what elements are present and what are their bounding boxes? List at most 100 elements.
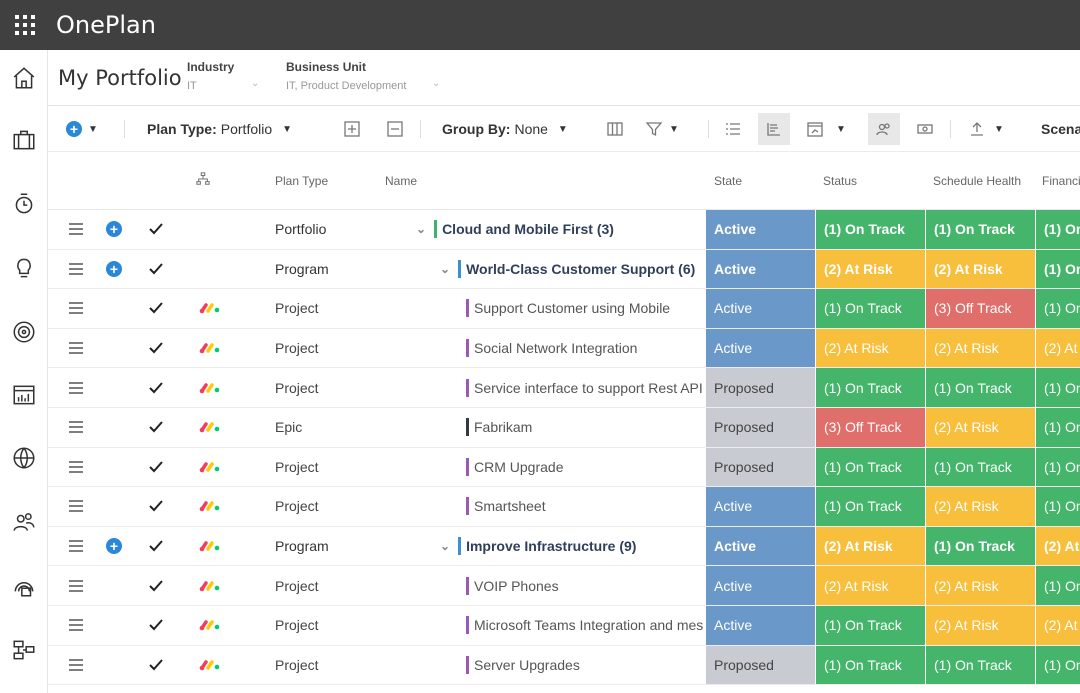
chevron-down-icon[interactable]: ⌄ <box>416 222 427 237</box>
filter-button[interactable]: ▼ <box>645 106 679 152</box>
list-view-button[interactable] <box>724 106 742 152</box>
add-child-button[interactable]: + <box>106 250 122 289</box>
name-cell[interactable]: Microsoft Teams Integration and mes <box>466 606 706 645</box>
hierarchy-icon[interactable] <box>196 172 210 189</box>
org-chart-icon[interactable] <box>0 630 48 670</box>
app-launcher-button[interactable] <box>0 0 50 50</box>
row-checkbox[interactable] <box>148 646 168 685</box>
target-icon[interactable] <box>0 312 48 352</box>
table-row[interactable]: Project Service interface to support Rest… <box>48 368 1080 408</box>
col-name[interactable]: Name <box>385 174 418 188</box>
industry-filter[interactable]: Industry IT ⌄ <box>187 60 267 92</box>
row-checkbox[interactable] <box>148 368 168 407</box>
calendar-view-button[interactable]: ▼ <box>806 106 846 152</box>
col-plan-type[interactable]: Plan Type <box>275 174 329 188</box>
row-checkbox[interactable] <box>148 527 168 566</box>
home-icon[interactable] <box>0 58 48 98</box>
col-state[interactable]: State <box>714 174 743 188</box>
name-cell[interactable]: ⌄ Cloud and Mobile First (3) <box>416 210 706 249</box>
grid-view-button[interactable] <box>758 113 790 145</box>
row-checkbox[interactable] <box>148 566 168 605</box>
table-row[interactable]: Project Support Customer using Mobile Acti… <box>48 289 1080 329</box>
plan-color-bar <box>466 378 469 397</box>
table-row[interactable]: + Program ⌄ World-Class Customer Support (6… <box>48 249 1080 290</box>
collapse-all-button[interactable] <box>386 106 404 152</box>
plus-icon: + <box>106 260 122 277</box>
name-cell[interactable]: Fabrikam <box>466 408 706 447</box>
row-menu-icon[interactable] <box>68 646 84 685</box>
row-menu-icon[interactable] <box>68 566 84 605</box>
row-menu-icon[interactable] <box>68 448 84 487</box>
row-checkbox[interactable] <box>148 210 168 249</box>
row-checkbox[interactable] <box>148 250 168 289</box>
name-cell[interactable]: Smartsheet <box>466 487 706 526</box>
row-checkbox[interactable] <box>148 448 168 487</box>
schedule-health-cell: (1) On Track <box>926 447 1035 487</box>
table-row[interactable]: Project VOIP Phones Active (2) At Risk (2) A… <box>48 566 1080 606</box>
col-schedule-health[interactable]: Schedule Health <box>933 174 1022 188</box>
name-cell[interactable]: Server Upgrades <box>466 646 706 685</box>
name-cell[interactable]: VOIP Phones <box>466 566 706 605</box>
chevron-down-icon[interactable]: ⌄ <box>440 539 451 554</box>
people-icon[interactable] <box>0 502 48 542</box>
plan-type-cell: Project <box>275 379 319 396</box>
scenario-button[interactable]: Scena <box>1041 106 1080 152</box>
industry-label: Industry <box>187 60 235 74</box>
table-row[interactable]: + Portfolio ⌄ Cloud and Mobile First (3) Act… <box>48 210 1080 250</box>
row-checkbox[interactable] <box>148 289 168 328</box>
row-checkbox[interactable] <box>148 487 168 526</box>
divider <box>950 120 951 138</box>
col-financial[interactable]: Financi <box>1042 174 1080 188</box>
name-cell[interactable]: ⌄ World-Class Customer Support (6) <box>440 250 706 289</box>
plan-type-dropdown[interactable]: Plan Type: Portfolio ▼ <box>147 106 292 152</box>
row-menu-icon[interactable] <box>68 368 84 407</box>
col-status[interactable]: Status <box>823 174 858 188</box>
chevron-down-icon[interactable]: ⌄ <box>440 261 451 276</box>
name-cell[interactable]: ⌄ Improve Infrastructure (9) <box>440 527 706 566</box>
monday-logo-icon <box>198 566 222 605</box>
clock-history-icon[interactable] <box>0 184 48 224</box>
row-menu-icon[interactable] <box>68 250 84 289</box>
name-cell[interactable]: Support Customer using Mobile <box>466 289 706 328</box>
row-menu-icon[interactable] <box>68 408 84 447</box>
row-checkbox[interactable] <box>148 606 168 645</box>
plus-icon: + <box>106 538 122 555</box>
export-button[interactable]: ▼ <box>968 106 1004 152</box>
row-checkbox[interactable] <box>148 329 168 368</box>
add-new-button[interactable]: + ▼ <box>66 106 98 152</box>
row-menu-icon[interactable] <box>68 289 84 328</box>
row-menu-icon[interactable] <box>68 527 84 566</box>
name-cell[interactable]: CRM Upgrade <box>466 448 706 487</box>
money-button[interactable] <box>916 106 934 152</box>
add-child-button[interactable]: + <box>106 527 122 566</box>
caret-down-icon: ▼ <box>994 123 1004 135</box>
name-cell[interactable]: Social Network Integration <box>466 329 706 368</box>
name-cell[interactable]: Service interface to support Rest API <box>466 368 706 407</box>
add-child-button[interactable]: + <box>106 210 122 249</box>
globe-icon[interactable] <box>0 438 48 478</box>
briefcase-icon[interactable] <box>0 120 48 160</box>
row-menu-icon[interactable] <box>68 210 84 249</box>
money-icon <box>917 124 933 134</box>
chart-board-icon[interactable] <box>0 375 48 415</box>
table-row[interactable]: Epic Fabrikam Proposed (3) Off Track (2) At … <box>48 408 1080 448</box>
row-menu-icon[interactable] <box>68 487 84 526</box>
table-row[interactable]: Project Social Network Integration Active(… <box>48 328 1080 369</box>
row-menu-icon[interactable] <box>68 606 84 645</box>
lightbulb-icon[interactable] <box>0 248 48 288</box>
table-row[interactable]: Project CRM Upgrade Proposed (1) On Track (1… <box>48 447 1080 488</box>
business-unit-filter[interactable]: Business Unit IT, Product Development ⌄ <box>286 60 446 92</box>
table-row[interactable]: Project Server Upgrades Proposed (1) On Tra… <box>48 645 1080 686</box>
row-menu-icon[interactable] <box>68 329 84 368</box>
row-checkbox[interactable] <box>148 408 168 447</box>
group-by-dropdown[interactable]: Group By: None ▼ <box>442 106 568 152</box>
group-by-label: Group By: <box>442 121 511 137</box>
table-row[interactable]: Project Microsoft Teams Integration and m… <box>48 606 1080 646</box>
table-row[interactable]: + Program ⌄ Improve Infrastructure (9) Activ… <box>48 526 1080 567</box>
expand-all-button[interactable] <box>343 106 361 152</box>
resources-view-button[interactable] <box>868 113 900 145</box>
table-row[interactable]: Project Smartsheet Active (1) On Track (2) A… <box>48 487 1080 527</box>
columns-button[interactable] <box>606 106 624 152</box>
status-cell: (1) On Track <box>816 289 925 328</box>
dashboard-gauge-icon[interactable] <box>0 566 48 606</box>
